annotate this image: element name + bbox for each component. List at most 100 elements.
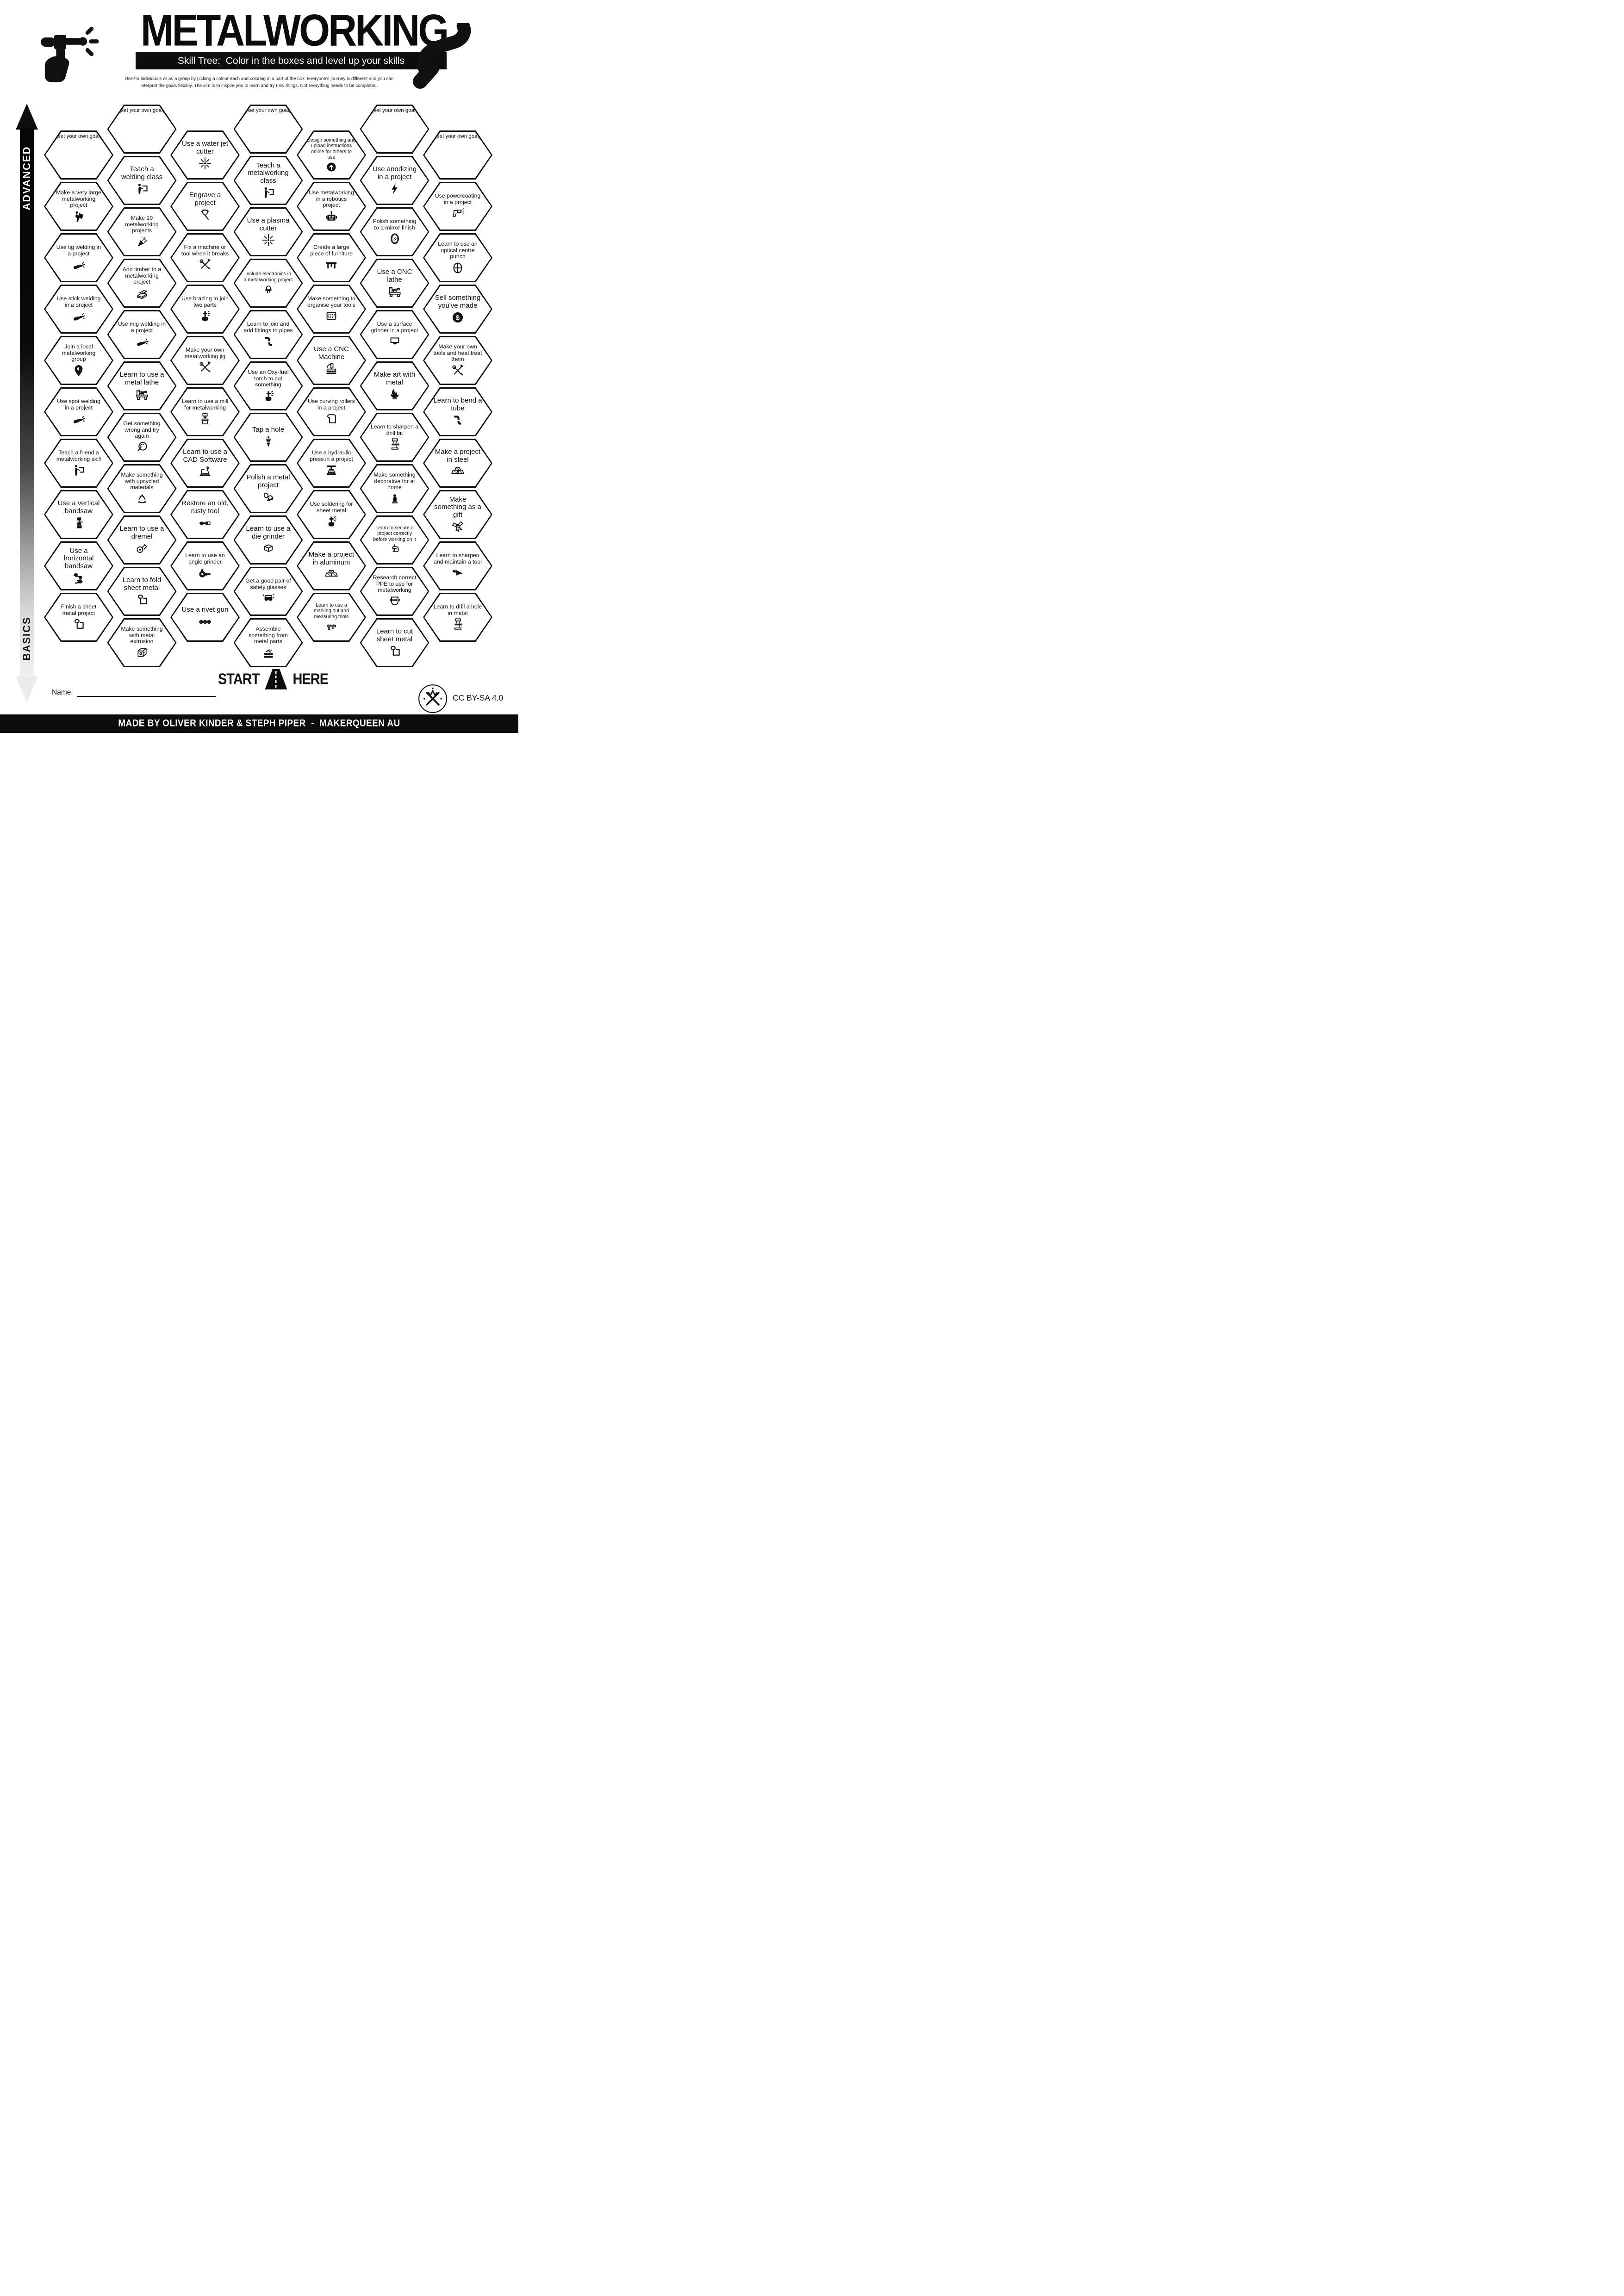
hex-label: Make something with upcycled materials xyxy=(121,471,163,491)
bandsaw-vertical-icon xyxy=(72,516,85,529)
hex-cell: Learn to use a dremel xyxy=(107,515,177,565)
description-line-2: interpret the goals flexibly. The aim is… xyxy=(140,83,378,88)
hex-label: Make something with metal extrusion xyxy=(121,625,163,645)
hex-cell: Use metalworking in a robotics project xyxy=(297,182,366,231)
hex-cell-fill xyxy=(172,594,238,640)
hex-cell-fill xyxy=(424,337,491,384)
handsaw-icon xyxy=(451,566,464,579)
carry-project-icon xyxy=(72,210,85,223)
footer-bar: MADE BY OLIVER KINDER & STEPH PIPER - MA… xyxy=(0,714,518,733)
hand-welding-torch-icon xyxy=(31,24,101,93)
led-icon xyxy=(263,284,274,295)
hex-cell-fill xyxy=(172,132,238,178)
hex-cell: Learn to cut sheet metal xyxy=(360,618,429,667)
hex-cell-content: Use a hydraulic press in a project xyxy=(297,439,366,488)
hex-cell-content: Add timber to a metalworking project xyxy=(107,259,177,308)
hex-cell: Learn to use a metal lathe xyxy=(107,361,177,410)
hex-cell-content: Make something as a gift xyxy=(423,490,492,539)
thread-tap-icon xyxy=(262,435,275,448)
hex-cell: Use a CNC Machine xyxy=(297,336,366,385)
hex-label: Learn to cut sheet metal xyxy=(376,627,413,643)
crossed-tools-icon xyxy=(451,364,464,377)
hex-cell: Engrave a project xyxy=(170,182,240,231)
hex-label: Learn to use an angle grinder xyxy=(185,552,225,565)
hex-cell-content: Make a project in aluminum xyxy=(297,541,366,590)
hex-cell-fill xyxy=(424,286,491,332)
hex-cell: (set your own goal) xyxy=(107,105,177,154)
robot-icon xyxy=(325,210,338,223)
hex-cell-content: Make your own tools and heat treat them xyxy=(423,336,492,385)
hex-cell-fill xyxy=(235,517,302,563)
cnc-machine-icon xyxy=(325,362,338,375)
hex-cell-fill xyxy=(424,389,491,435)
hex-cell-fill xyxy=(108,311,175,358)
hex-label: Include electronics in a metalworking pr… xyxy=(243,271,293,283)
hex-cell-fill xyxy=(45,183,112,230)
hex-label: Use anodizing in a project xyxy=(372,165,417,181)
hex-cell-content: Make art with metal xyxy=(360,361,429,410)
gas-torch-icon xyxy=(325,515,338,528)
lightning-icon xyxy=(388,182,401,195)
hex-cell-fill xyxy=(108,568,175,614)
safety-glasses-icon xyxy=(262,592,275,605)
hex-cell: (set your own goal) xyxy=(423,130,492,180)
hex-cell-content: Learn to use a marking out and measuring… xyxy=(297,593,366,642)
hex-cell-fill xyxy=(361,157,428,204)
laptop-cad-icon xyxy=(199,465,212,478)
hex-cell-fill xyxy=(45,235,112,281)
hex-label: Make a very large metalworking project xyxy=(56,189,101,209)
hex-cell-content: Join a local metalworking group xyxy=(44,336,113,385)
hex-cell-content: Learn to use an angle grinder xyxy=(170,541,240,590)
upload-icon xyxy=(326,161,337,173)
mill-icon xyxy=(199,412,212,425)
hex-cell-content: Use a horizontal bandsaw xyxy=(44,541,113,590)
hex-cell-fill xyxy=(45,491,112,538)
hex-cell-content: Create a large piece of furniture xyxy=(297,233,366,282)
hex-cell-fill xyxy=(235,157,302,204)
hex-cell: Get something wrong and try again xyxy=(107,413,177,462)
mig-torch-icon xyxy=(413,19,478,90)
hex-label: Use a plasma cutter xyxy=(247,217,290,232)
hex-cell-fill xyxy=(298,286,365,332)
svg-text:$: $ xyxy=(456,314,460,322)
hex-cell-content: Make 10 metalworking projects xyxy=(107,207,177,256)
hex-cell-content: Learn to cut sheet metal xyxy=(360,618,429,667)
hex-cell: Use a vertical bandsaw xyxy=(44,490,113,539)
hex-cell-fill xyxy=(361,414,428,460)
hex-label: Use a hydraulic press in a project xyxy=(310,449,353,462)
hex-label: Learn to bend a tube xyxy=(433,397,482,412)
hex-cell: Learn to use a mill for metalworking xyxy=(170,387,240,436)
hex-cell-fill xyxy=(235,620,302,666)
hex-label: Make art with metal xyxy=(373,371,416,386)
teacher-icon xyxy=(262,186,275,199)
hex-cell-content: Learn to use a die grinder xyxy=(234,515,303,565)
hex-cell-content: (set your own goal) xyxy=(360,105,429,154)
hex-cell: Make art with metal xyxy=(360,361,429,410)
hex-cell-content: Make a project in steel xyxy=(423,439,492,488)
hex-label: Teach a friend a metalworking skill xyxy=(56,449,101,462)
map-pin-icon xyxy=(72,364,85,377)
poster-description: Use for individuals or as a group by pic… xyxy=(65,76,454,89)
hex-cell: Make a project in aluminum xyxy=(297,541,366,590)
hex-cell: Include electronics in a metalworking pr… xyxy=(233,259,303,308)
hex-cell: Make something decorative for at home xyxy=(360,464,429,513)
hex-label: Make your own tools and heat treat them xyxy=(433,343,482,363)
hex-label: Learn to secure a project correctly befo… xyxy=(373,525,416,542)
hex-cell-fill xyxy=(45,594,112,640)
hex-cell-fill xyxy=(298,543,365,589)
hex-cell: Learn to use an optical centre punch xyxy=(423,233,492,282)
hex-cell-fill xyxy=(298,440,365,486)
hex-cell: Learn to use a marking out and measuring… xyxy=(297,593,366,642)
hex-cell-fill xyxy=(45,286,112,332)
hex-cell-fill xyxy=(108,517,175,563)
hex-cell: Teach a welding class xyxy=(107,156,177,205)
extrusion-icon xyxy=(136,646,149,659)
angle-grinder-icon xyxy=(199,566,212,579)
hex-cell-fill xyxy=(298,389,365,435)
hex-label: Make a project in steel xyxy=(435,448,481,464)
hex-cell-fill xyxy=(172,389,238,435)
hex-cell-fill xyxy=(235,568,302,614)
crossed-tools-icon xyxy=(199,361,212,374)
hex-cell-fill xyxy=(108,209,175,255)
hex-label: Add timber to a metalworking project xyxy=(122,266,162,285)
